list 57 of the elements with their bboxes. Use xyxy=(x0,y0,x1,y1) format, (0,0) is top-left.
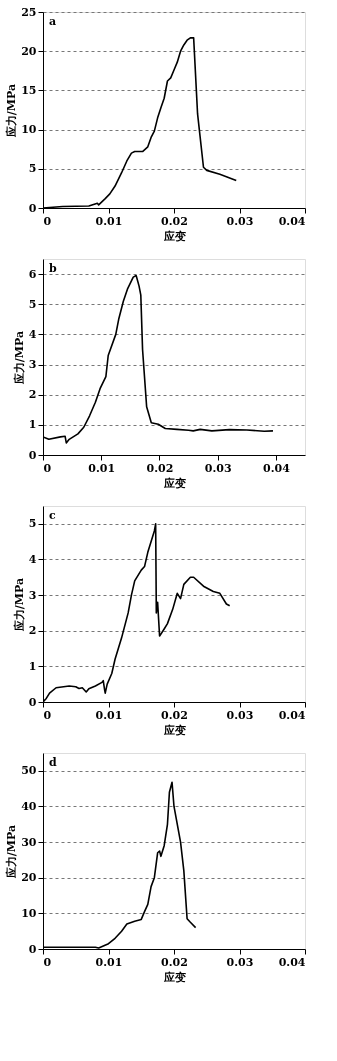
x-tick-label: 0.01 xyxy=(95,955,123,969)
chart-title: a xyxy=(49,15,57,28)
x-tick-label: 0.02 xyxy=(161,955,188,969)
y-tick-label: 4 xyxy=(28,327,37,341)
y-tick-label: 25 xyxy=(21,5,37,19)
x-tick-label: 0 xyxy=(43,214,52,228)
x-axis-title: 应变 xyxy=(162,476,186,490)
y-tick-label: 5 xyxy=(28,517,37,531)
x-tick-label: 0.02 xyxy=(161,708,188,722)
x-tick-label: 0.01 xyxy=(95,214,123,228)
x-tick-label: 0.03 xyxy=(204,461,232,475)
chart-title: d xyxy=(49,756,57,769)
y-tick-label: 10 xyxy=(21,906,37,920)
y-tick-label: 2 xyxy=(28,388,37,402)
y-tick-label: 3 xyxy=(28,588,37,602)
x-tick-label: 0.04 xyxy=(278,955,306,969)
y-tick-label: 6 xyxy=(28,267,37,281)
chart-title: c xyxy=(49,509,56,522)
y-tick-label: 10 xyxy=(21,123,37,137)
x-tick-label: 0.04 xyxy=(278,214,306,228)
y-tick-label: 3 xyxy=(28,358,37,372)
x-tick-label: 0 xyxy=(43,461,52,475)
x-tick-label: 0.02 xyxy=(161,214,188,228)
x-tick-label: 0.03 xyxy=(226,708,254,722)
x-tick-label: 0.02 xyxy=(146,461,174,475)
x-tick-label: 0.01 xyxy=(88,461,116,475)
y-tick-label: 2 xyxy=(28,624,37,638)
x-tick-label: 0.04 xyxy=(278,708,306,722)
y-tick-label: 0 xyxy=(28,942,37,956)
y-axis-title: 应力/MPa xyxy=(5,824,19,880)
x-tick-label: 0.03 xyxy=(226,214,254,228)
y-tick-label: 1 xyxy=(28,659,37,673)
y-tick-label: 0 xyxy=(28,448,37,462)
x-tick-label: 0.01 xyxy=(95,708,123,722)
y-tick-label: 40 xyxy=(21,799,37,813)
chart-title: b xyxy=(49,262,57,275)
y-tick-label: 5 xyxy=(28,297,37,311)
y-axis-title: 应力/MPa xyxy=(12,577,26,633)
x-tick-label: 0.04 xyxy=(262,461,291,475)
y-tick-label: 50 xyxy=(21,764,37,778)
y-tick-label: 20 xyxy=(21,44,37,58)
y-tick-label: 15 xyxy=(21,83,37,97)
x-axis-title: 应变 xyxy=(162,229,186,243)
y-tick-label: 0 xyxy=(28,201,37,215)
y-tick-label: 20 xyxy=(21,871,37,885)
x-axis-title: 应变 xyxy=(162,970,186,984)
x-tick-label: 0 xyxy=(43,955,52,969)
y-axis-title: 应力/MPa xyxy=(12,330,26,386)
y-tick-label: 1 xyxy=(28,418,37,432)
x-tick-label: 0.03 xyxy=(226,955,254,969)
y-tick-label: 30 xyxy=(21,835,37,849)
x-axis-title: 应变 xyxy=(162,723,186,737)
x-tick-label: 0 xyxy=(43,708,52,722)
y-tick-label: 0 xyxy=(28,695,37,709)
y-tick-label: 5 xyxy=(28,162,37,176)
y-axis-title: 应力/MPa xyxy=(5,83,19,139)
y-tick-label: 4 xyxy=(28,552,37,566)
